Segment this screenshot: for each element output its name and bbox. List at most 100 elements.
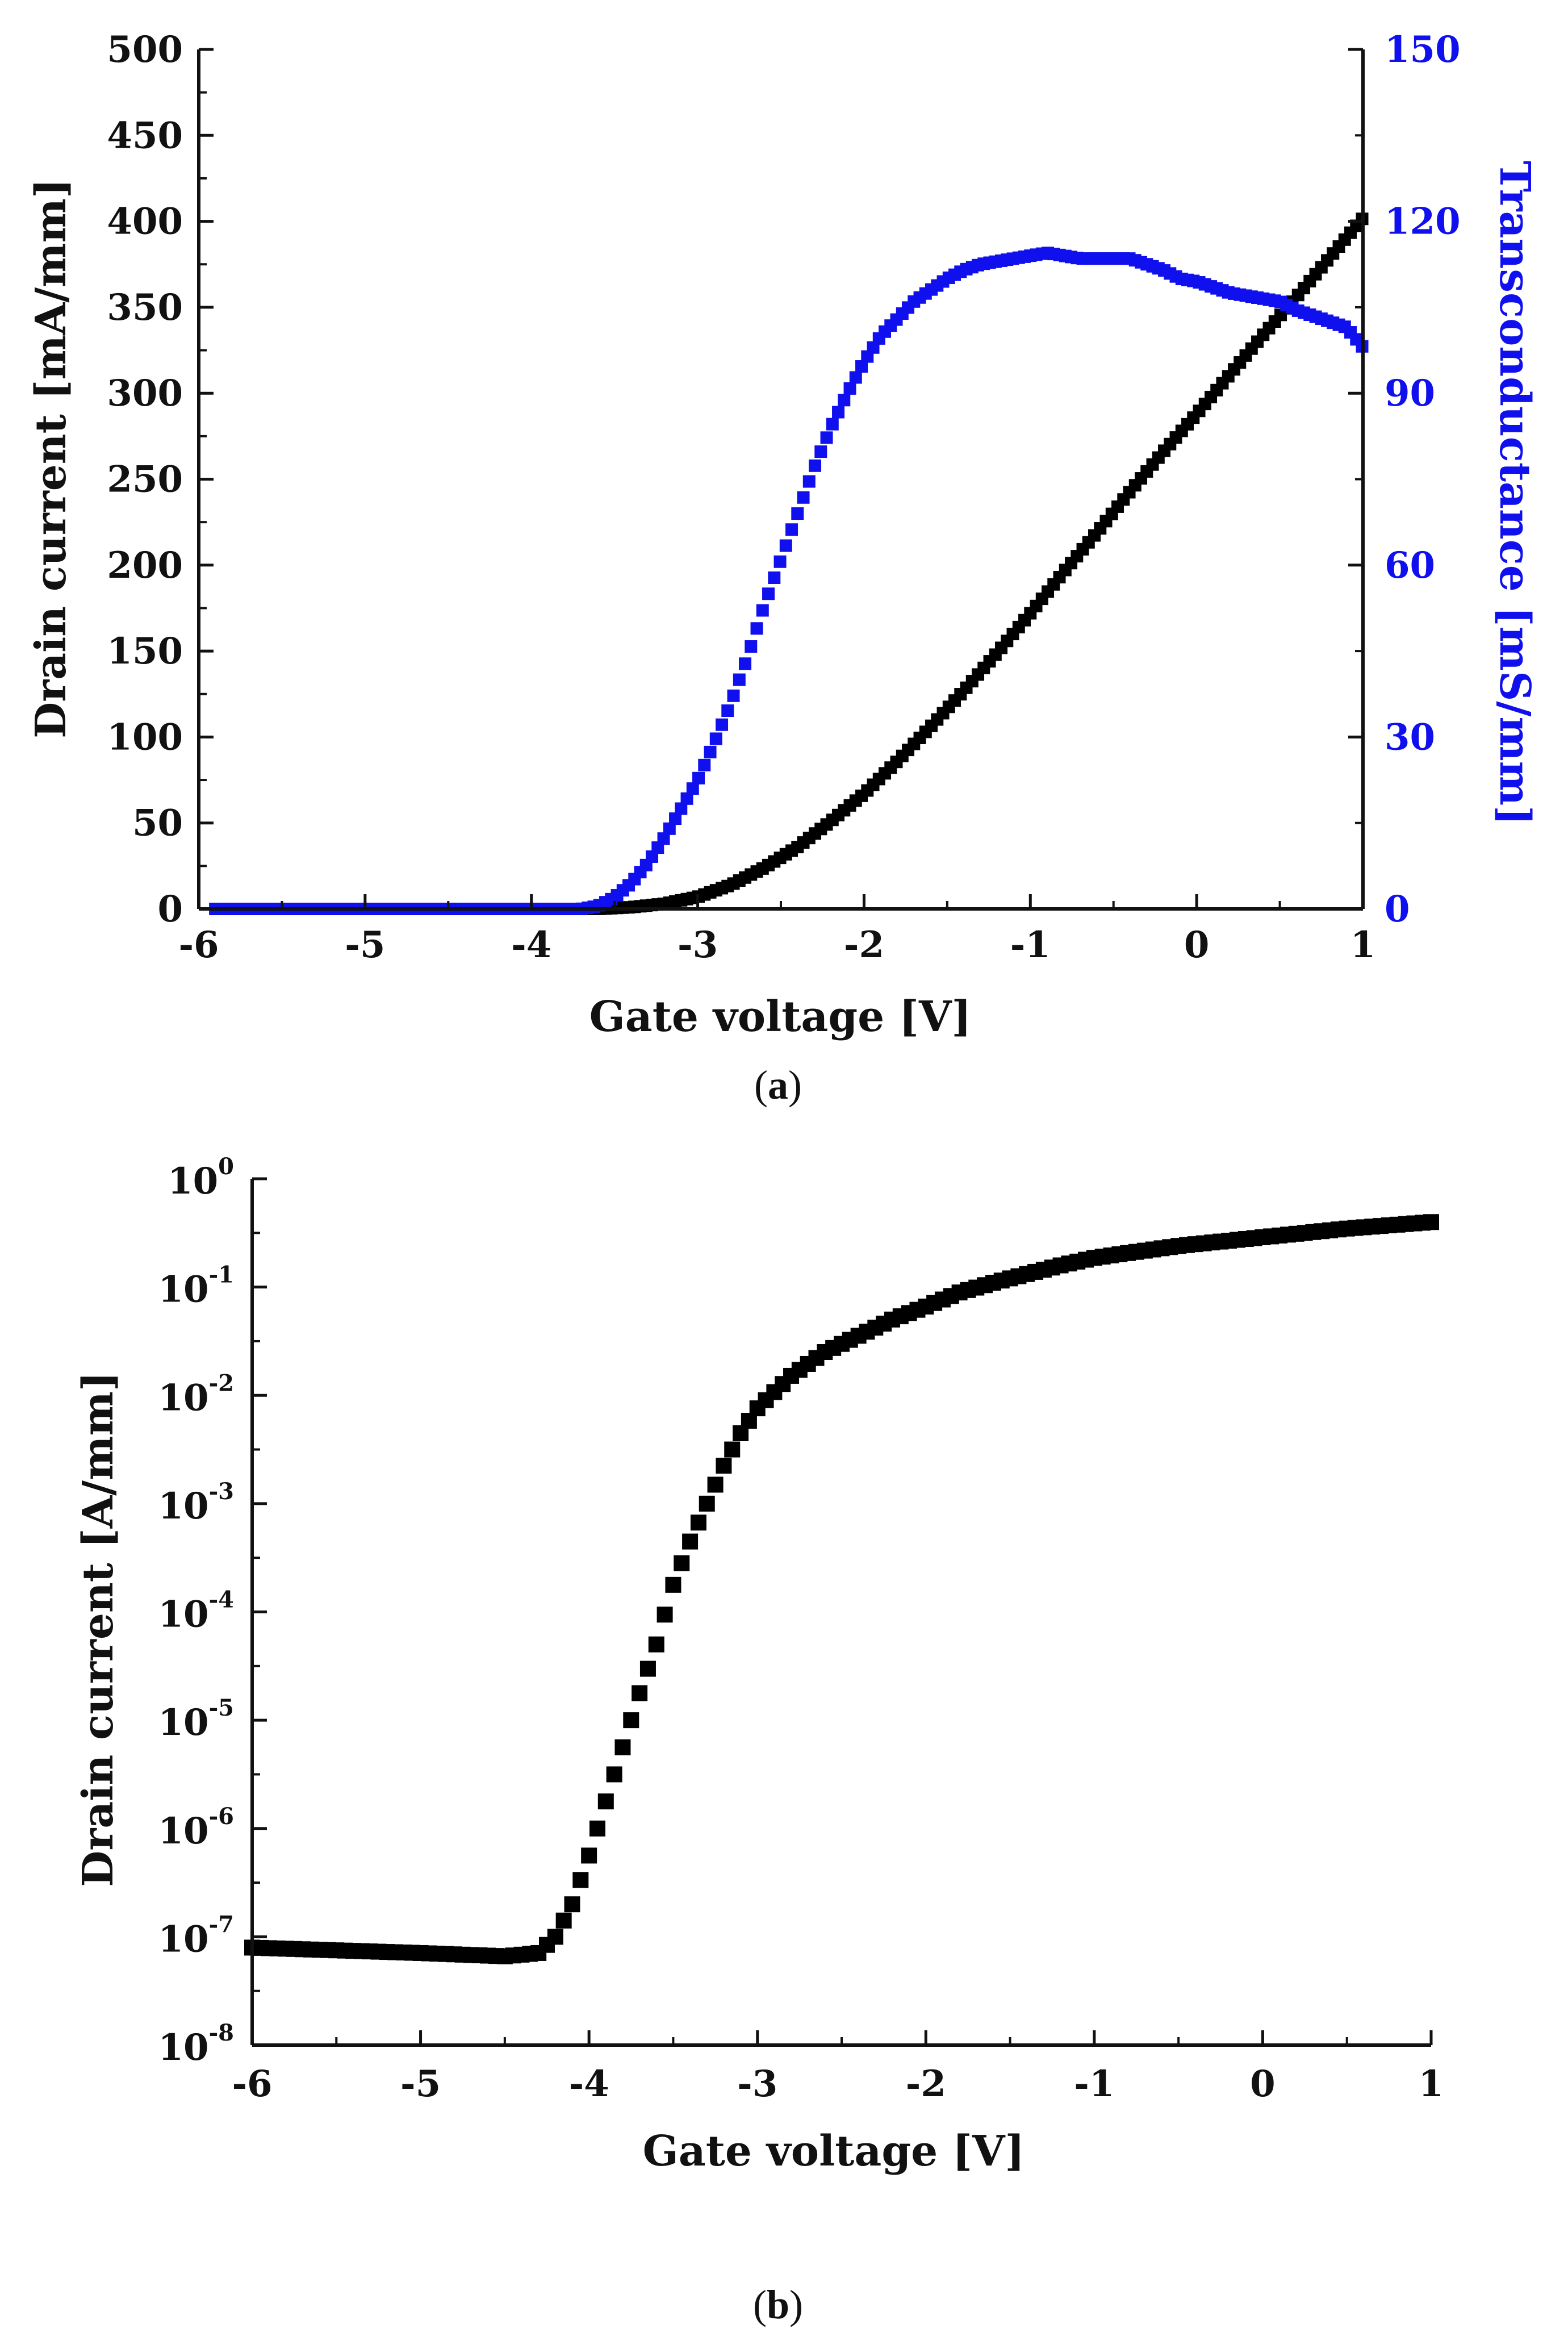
panel-b-x-axis-title: Gate voltage [V] [643, 2127, 1025, 2176]
panel-a-y2-tick-label: 90 [1385, 372, 1435, 415]
panel-a-y2-axis-title: Transconductance [mS/mm] [1490, 161, 1539, 825]
panel-b-y-tick-label: 10-8 [158, 2020, 235, 2069]
transconductance-point [733, 673, 746, 686]
transconductance-point [791, 507, 804, 520]
panel-a-chart: -6 -5 -4 -3 -2 -1 0 105010015020025030035040045… [27, 28, 1539, 1108]
drain-current-log-point [589, 1820, 605, 1837]
transconductance-point [675, 802, 688, 815]
drain-current-log-point [606, 1766, 622, 1783]
panel-a-x-tick-label: -5 [345, 924, 385, 966]
transconductance-point [826, 418, 839, 431]
drain-current-log-point [1423, 1214, 1439, 1230]
panel-a-y-tick-label: 500 [107, 28, 183, 71]
transconductance-point [820, 431, 833, 444]
panel-a-y-axis-title: Drain current [mA/mm] [27, 178, 76, 739]
panel-a-y-tick-label: 150 [107, 630, 183, 673]
transconductance-point [663, 822, 676, 835]
transconductance-point [680, 792, 693, 805]
transconductance-point [809, 459, 822, 472]
drain-current-log-point [657, 1607, 673, 1623]
panel-a-x-tick-label: 1 [1350, 924, 1376, 966]
panel-b-caption: (b) [753, 2282, 803, 2327]
panel-b-y-tick-label: 10-4 [158, 1587, 235, 1636]
transconductance-point [745, 640, 758, 653]
panel-a-x-tick-label: 0 [1184, 924, 1210, 966]
panel-b-x-tick-label: -1 [1074, 2063, 1114, 2105]
panel-a-drain-current-series [209, 212, 1369, 915]
panel-a-y2-tick-label: 120 [1385, 201, 1461, 243]
transconductance-point [727, 689, 740, 702]
transconductance-point [773, 555, 787, 568]
drain-current-log-point [581, 1847, 597, 1864]
panel-b-axes [250, 1179, 1431, 2047]
drain-current-log-point [555, 1912, 572, 1929]
panel-b-y-tick-label: 100 [168, 1153, 234, 1203]
drain-current-log-point [623, 1712, 639, 1729]
transconductance-point [762, 587, 775, 600]
drain-current-log-point [707, 1476, 724, 1493]
drain-current-log-point [690, 1514, 706, 1531]
panel-b-drain-current-series [244, 1214, 1439, 1964]
drain-current-log-point [639, 1660, 656, 1677]
transconductance-point [704, 745, 717, 758]
panel-a-x-tick-label: -3 [678, 924, 718, 966]
panel-a-y2-tick-label: 60 [1385, 544, 1435, 587]
drain-current-log-point [632, 1685, 648, 1701]
drain-current-log-point [682, 1533, 699, 1550]
drain-current-log-point [716, 1458, 732, 1474]
transconductance-point [768, 571, 781, 584]
drain-current-log-point [674, 1555, 690, 1571]
transconductance-point [698, 758, 711, 771]
panel-a-y-tick-label: 300 [107, 372, 183, 415]
panel-a-caption: (a) [754, 1062, 802, 1108]
panel-a-x-tick-label: -1 [1010, 924, 1051, 966]
panel-b-chart: -6 -5 -4 -3 -2 -1 0 1 10-8 10-7 10-6 10-5 10-4 10-3 10… [74, 1153, 1444, 2327]
panel-a-x-tick-label: -6 [178, 924, 219, 966]
panel-a-y-tick-label: 400 [107, 201, 183, 243]
transconductance-point [692, 771, 705, 785]
panel-a-y-tick-label: 200 [107, 544, 183, 587]
drain-current-log-point [564, 1896, 580, 1913]
drain-current-log-point [597, 1793, 614, 1810]
transconductance-point [814, 445, 827, 458]
drain-current-log-point [699, 1495, 715, 1512]
transconductance-point [855, 360, 868, 373]
transconductance-point [721, 704, 734, 717]
transconductance-point [843, 382, 856, 395]
drain-current-log-point [648, 1636, 664, 1653]
transconductance-point [802, 475, 816, 488]
panel-b-y-tick-label: 10-6 [158, 1803, 235, 1853]
panel-b-markers [244, 1214, 1439, 1964]
transconductance-point [832, 406, 845, 419]
panel-a-x-tick-label: -2 [844, 924, 884, 966]
panel-a-y2-tick-label: 150 [1385, 28, 1461, 71]
panel-a-y-tick-label: 350 [107, 286, 183, 329]
panel-b-x-tick-label: -2 [906, 2063, 946, 2105]
drain-current-log-point [572, 1872, 589, 1888]
transconductance-point [739, 657, 752, 670]
panel-a-y-tick-label: 100 [107, 716, 183, 758]
transconductance-point [686, 782, 699, 795]
transconductance-point [849, 371, 862, 384]
panel-a-y-tick-label: 250 [107, 458, 183, 501]
transconductance-point [657, 832, 670, 845]
drain-current-log-point [724, 1441, 741, 1458]
transconductance-point [716, 718, 729, 731]
panel-a-axes [197, 49, 1365, 911]
panel-a-y-tick-label: 50 [132, 802, 183, 845]
panel-b-y-tick-label: 10-1 [158, 1262, 235, 1311]
panel-b-x-tick-label: 0 [1250, 2063, 1276, 2105]
panel-a-x-tick-label: -4 [511, 924, 551, 966]
transconductance-point [709, 732, 722, 745]
panel-b-x-tick-label: -5 [400, 2063, 441, 2105]
panel-b-ticks: -6 -5 -4 -3 -2 -1 0 1 10-8 10-7 10-6 10-5 10-4 10-3 10… [158, 1153, 1444, 2105]
panel-a-x-axis-title: Gate voltage [V] [589, 992, 972, 1041]
panel-b-x-tick-label: 1 [1419, 2063, 1444, 2105]
panel-a-y-tick-label: 450 [107, 114, 183, 157]
transconductance-point [756, 604, 769, 617]
panel-a-markers [209, 212, 1369, 915]
panel-b-y-tick-label: 10-3 [158, 1478, 235, 1528]
drain-current-log-point [665, 1576, 681, 1593]
transconductance-point [669, 812, 682, 825]
transconductance-point [750, 622, 763, 635]
